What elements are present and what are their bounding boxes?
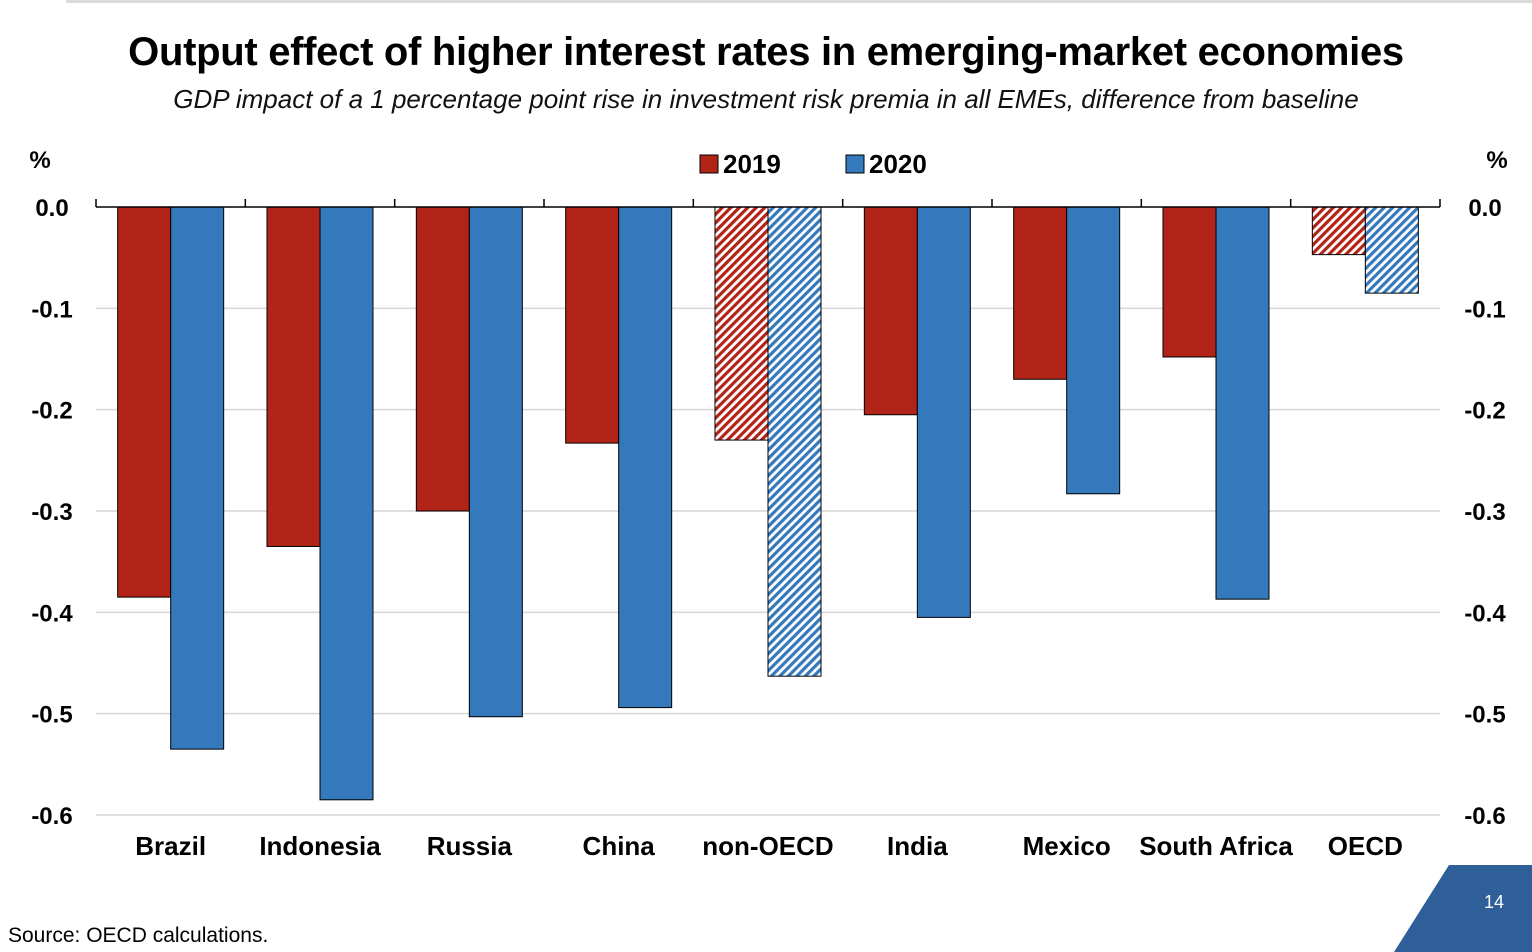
legend-label-2020: 2020 [869, 149, 927, 179]
xtick-label: China [583, 831, 656, 861]
legend-swatch-2019 [699, 154, 719, 174]
bar-2019-china [565, 206, 620, 444]
bar-2020-mexico [1066, 206, 1121, 495]
bar-2019-russia [415, 206, 470, 512]
bar-2019-india [863, 206, 918, 416]
xtick-label: Russia [427, 831, 513, 861]
bars [117, 206, 1419, 801]
xtick-label: Mexico [1023, 831, 1111, 861]
bar-2019-indonesia [266, 206, 321, 547]
xtick-label: India [887, 831, 948, 861]
xtick-label: South Africa [1139, 831, 1293, 861]
xtick-label: Brazil [135, 831, 206, 861]
ytick-label-right: -0.2 [1464, 398, 1505, 425]
bar-2019-brazil [117, 206, 172, 598]
top-rule [66, 0, 1532, 3]
ytick-label-right: -0.4 [1464, 600, 1506, 627]
bar-chart: 0.0 0.0 -0.1 -0.1 -0.2 -0.2 -0.3 -0.3 -0.4 -0.4 -0… [29, 147, 1507, 861]
bar-2020-russia [468, 206, 523, 718]
bar-2020-india [916, 206, 971, 618]
corner-decoration [1394, 865, 1532, 952]
page-number: 14 [1484, 892, 1505, 912]
ytick-label-right: -0.5 [1464, 702, 1505, 729]
bar-2020-non-oecd [767, 206, 822, 677]
ytick-label-left: -0.1 [31, 296, 72, 323]
ytick-label-left: -0.3 [31, 499, 72, 526]
y-axis-unit-right: % [1486, 147, 1507, 174]
xtick-label: non-OECD [702, 831, 833, 861]
ytick-label-left: -0.2 [31, 398, 72, 425]
ytick-label-left: -0.5 [31, 702, 72, 729]
labels: 0.0 0.0 -0.1 -0.1 -0.2 -0.2 -0.3 -0.3 -0.4 -0.4 -0… [29, 147, 1507, 861]
ytick-label-right: -0.3 [1464, 499, 1505, 526]
axes [95, 199, 1441, 208]
chart-title: Output effect of higher interest rates i… [128, 30, 1404, 74]
bar-2019-non-oecd [714, 206, 769, 441]
y-axis-unit-left: % [29, 147, 50, 174]
bar-2019-oecd [1311, 206, 1366, 256]
xtick-label: Indonesia [259, 831, 381, 861]
source-note: Source: OECD calculations. [8, 924, 269, 947]
bar-2019-mexico [1013, 206, 1068, 380]
bar-2020-oecd [1364, 206, 1419, 294]
bar-2019-south-africa [1162, 206, 1217, 358]
ytick-label-right: -0.6 [1464, 803, 1505, 830]
ytick-label-left: -0.4 [31, 600, 73, 627]
chart-subtitle: GDP impact of a 1 percentage point rise … [173, 84, 1359, 114]
xtick-label: OECD [1328, 831, 1403, 861]
bar-2020-south-africa [1215, 206, 1270, 600]
legend-label-2019: 2019 [723, 149, 781, 179]
bar-2020-china [618, 206, 673, 709]
ytick-label-left: -0.6 [31, 803, 72, 830]
ytick-label-right: 0.0 [1468, 195, 1501, 222]
legend-swatch-2020 [845, 154, 865, 174]
ytick-label-left: 0.0 [35, 195, 68, 222]
bar-2020-indonesia [319, 206, 374, 801]
bar-2020-brazil [170, 206, 225, 750]
ytick-label-right: -0.1 [1464, 296, 1505, 323]
